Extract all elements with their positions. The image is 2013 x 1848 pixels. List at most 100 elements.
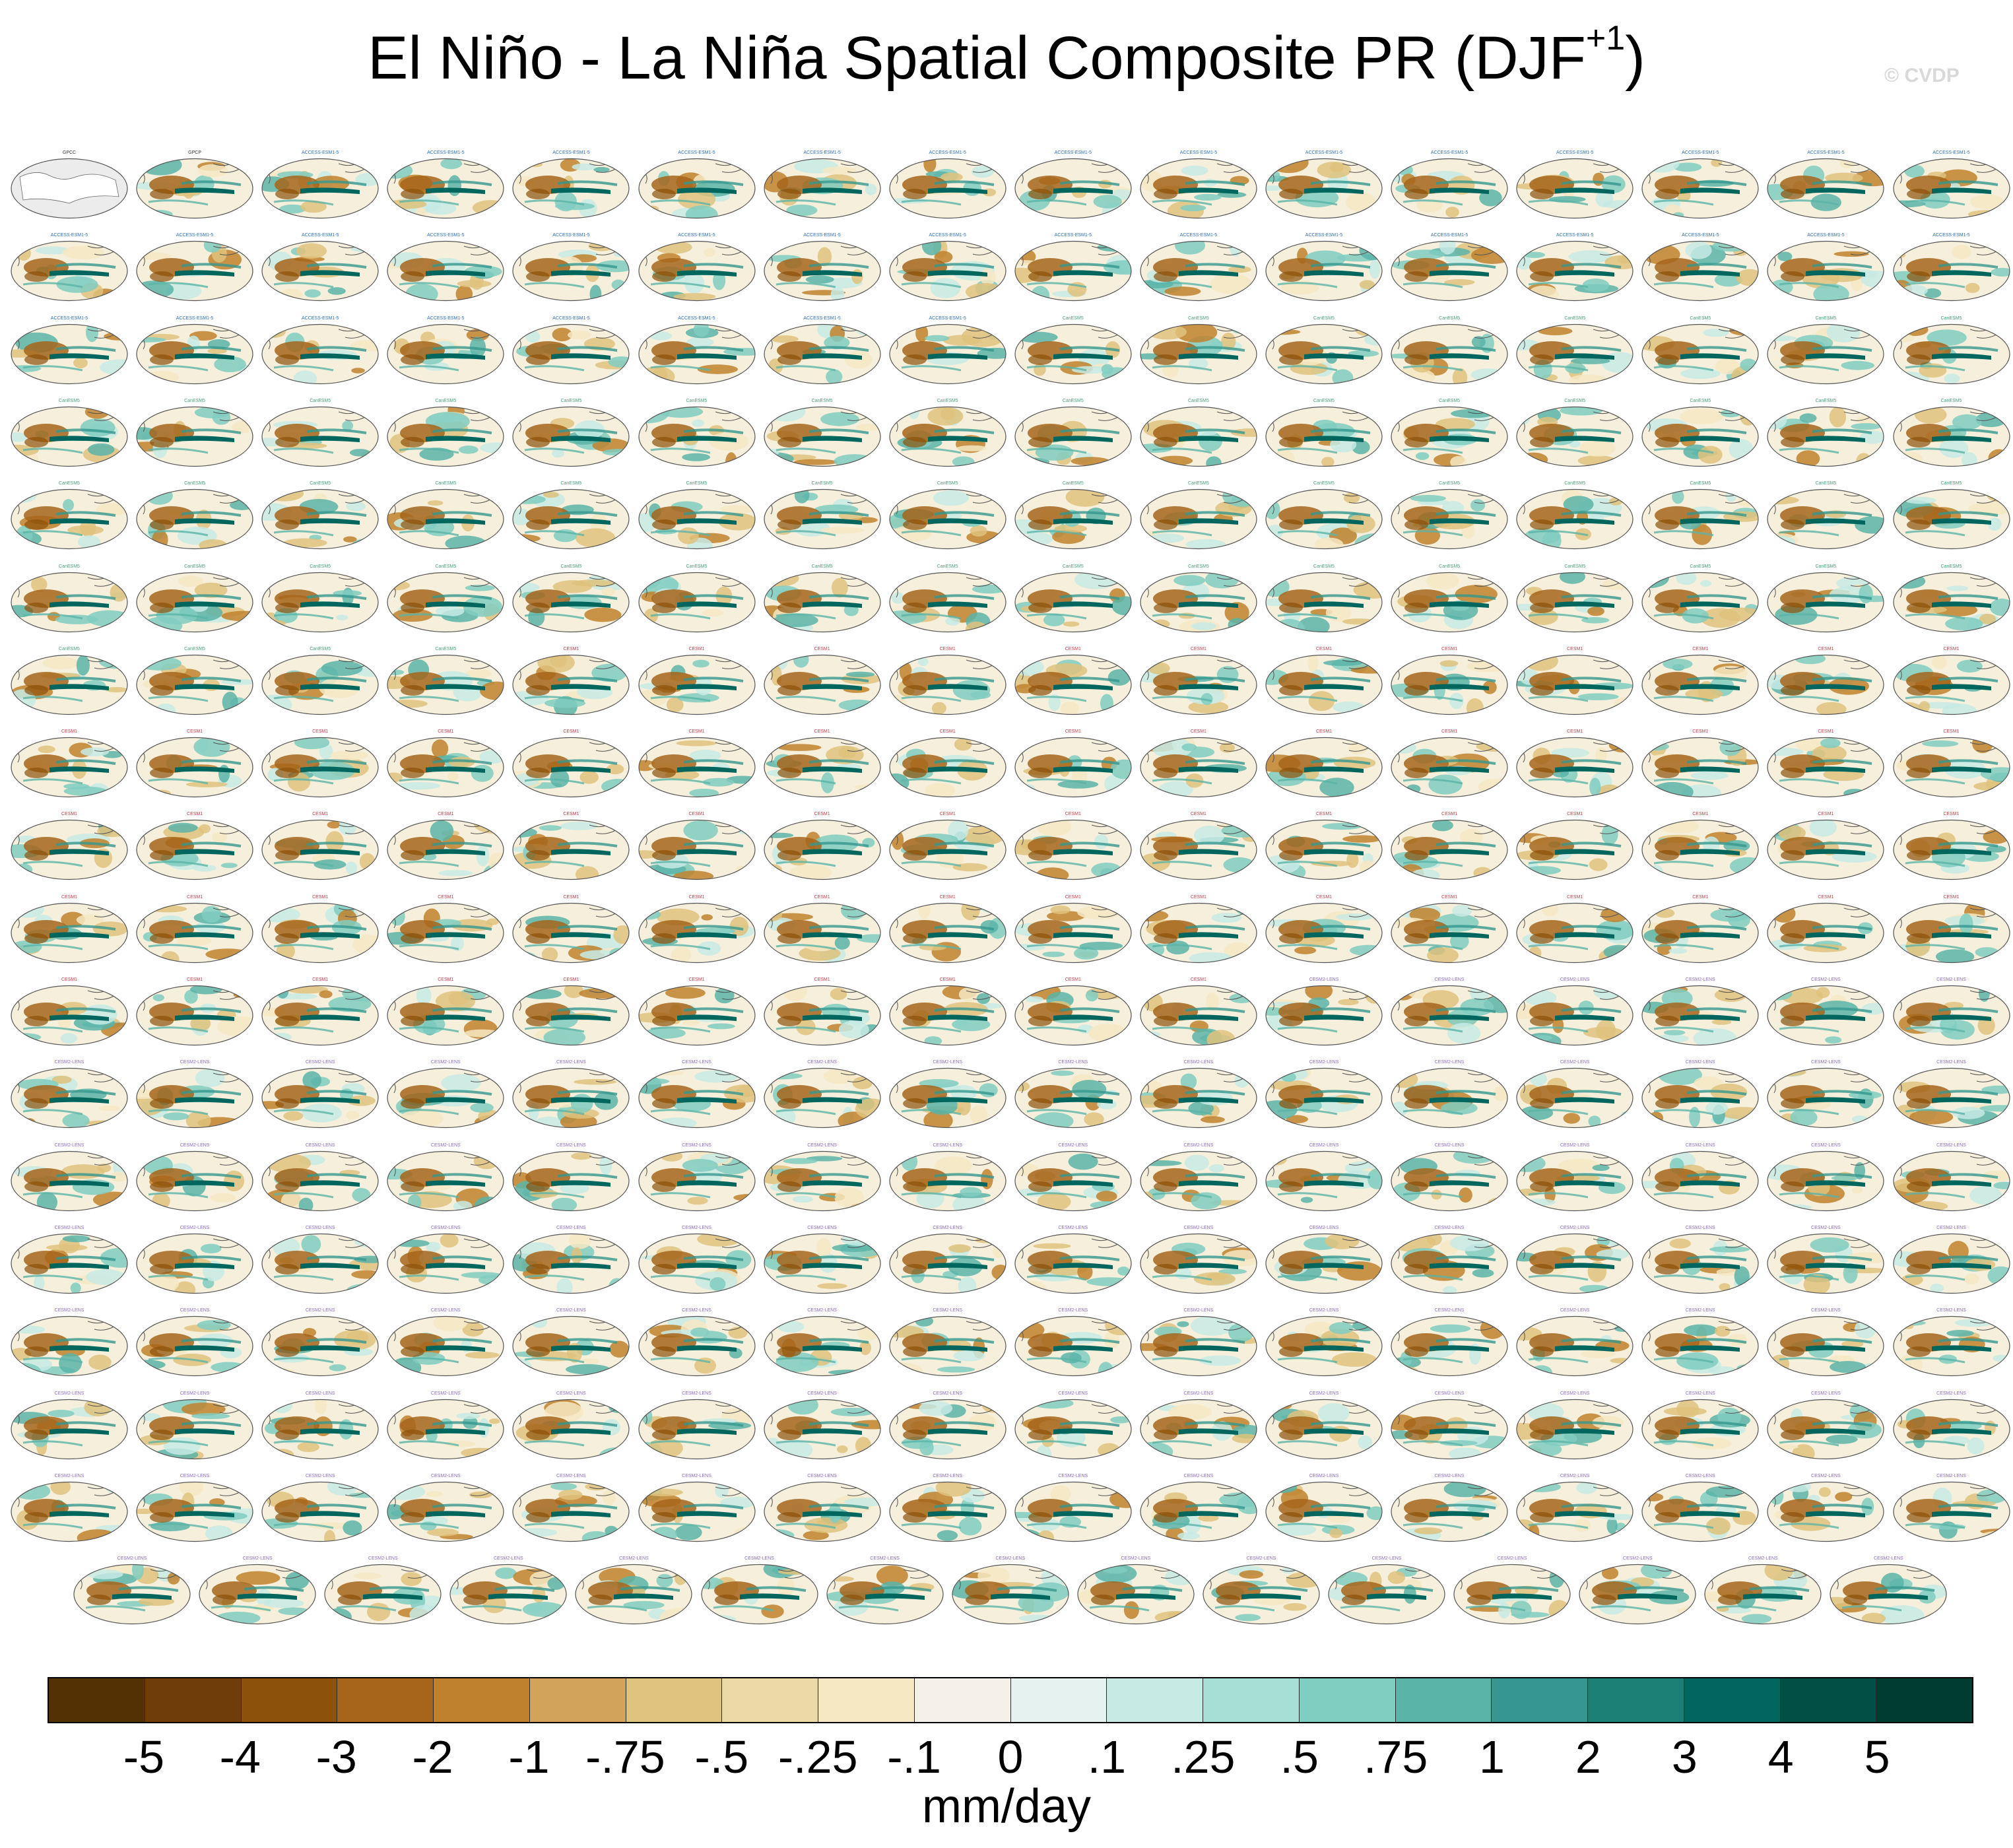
map-panel <box>11 406 128 467</box>
map-panel <box>638 572 756 632</box>
map-panel <box>512 654 630 715</box>
map-panel <box>73 1564 191 1625</box>
colorbar-tick-label: 1 <box>1479 1731 1505 1783</box>
map-panel <box>387 654 504 715</box>
colorbar-segment <box>49 1678 145 1722</box>
map-panel <box>1140 737 1257 798</box>
map-panel <box>1516 902 1634 963</box>
panel-label: CESM1 <box>1190 812 1206 817</box>
map-panel <box>1140 406 1257 467</box>
map-panel <box>1892 1068 2010 1129</box>
panel-label: ACCESS-ESM1-5 <box>929 233 966 238</box>
map-panel <box>1516 1481 1634 1542</box>
panel-label: CESM1 <box>1441 729 1458 735</box>
panel-label: CESM2-LENS <box>744 1556 774 1562</box>
map-panel <box>512 489 630 550</box>
panel-label: CanESM5 <box>59 564 80 569</box>
panel-label: CESM2-LENS <box>1183 1060 1214 1065</box>
panel-label: CanESM5 <box>1313 315 1335 321</box>
panel-label: CESM1 <box>814 812 830 817</box>
panel-label: CESM1 <box>688 646 705 651</box>
panel-label: CESM2-LENS <box>933 1308 963 1313</box>
map-panel <box>1892 737 2010 798</box>
colorbar <box>48 1677 1973 1723</box>
panel-label: ACCESS-ESM1-5 <box>678 150 715 155</box>
panel-label: CanESM5 <box>686 481 708 486</box>
panel-label: CESM2-LENS <box>368 1556 398 1562</box>
panel-label: CESM2-LENS <box>556 1225 586 1230</box>
map-panel <box>638 985 756 1046</box>
panel-label: CESM2-LENS <box>1936 1225 1966 1230</box>
panel-label: CESM2-LENS <box>180 1391 210 1396</box>
map-panel <box>889 1399 1006 1459</box>
panel-label: CanESM5 <box>184 646 206 651</box>
map-panel <box>763 654 881 715</box>
map-panel <box>512 1481 630 1542</box>
panel-label: CESM1 <box>187 894 203 900</box>
panel-label: CESM2-LENS <box>1811 1308 1841 1313</box>
panel-label: CESM2-LENS <box>1622 1556 1653 1562</box>
map-panel <box>387 489 504 550</box>
panel-label: CESM1 <box>1567 646 1583 651</box>
panel-label: CESM2-LENS <box>1936 1391 1966 1396</box>
panel-label: CESM2-LENS <box>682 1473 711 1478</box>
panel-label: ACCESS-ESM1-5 <box>1430 233 1468 238</box>
map-panel <box>387 158 504 219</box>
colorbar-tick-label: -4 <box>219 1731 261 1783</box>
map-panel <box>261 241 379 302</box>
panel-label: CESM2-LENS <box>54 1225 84 1230</box>
panel-label: GPCP <box>188 150 202 155</box>
map-panel <box>1265 489 1383 550</box>
panel-label: CESM2-LENS <box>54 1391 84 1396</box>
map-panel <box>11 323 128 384</box>
panel-label: CanESM5 <box>1313 398 1335 403</box>
map-panel <box>1391 1399 1508 1459</box>
panel-label: CESM2-LENS <box>682 1391 711 1396</box>
panel-label: CESM2-LENS <box>933 1060 963 1065</box>
map-panel <box>1892 1233 2010 1294</box>
map-panel <box>1391 241 1508 302</box>
map-panel <box>11 654 128 715</box>
map-panel <box>1892 654 2010 715</box>
panel-label: CanESM5 <box>1439 398 1461 403</box>
map-panel <box>1892 1316 2010 1377</box>
map-panel <box>1641 1399 1759 1459</box>
map-panel <box>1892 572 2010 632</box>
map-panel <box>763 1233 881 1294</box>
map-panel <box>1265 158 1383 219</box>
panel-label: ACCESS-ESM1-5 <box>1932 150 1970 155</box>
map-panel <box>387 241 504 302</box>
map-panel <box>11 902 128 963</box>
map-panel <box>1892 902 2010 963</box>
colorbar-segment <box>1299 1678 1396 1722</box>
map-panel <box>1265 902 1383 963</box>
panel-label: CESM2-LENS <box>54 1142 84 1148</box>
map-panel <box>1014 489 1132 550</box>
panel-label: CanESM5 <box>1815 398 1837 403</box>
map-panel <box>136 572 253 632</box>
panel-label: CESM2-LENS <box>1560 1391 1590 1396</box>
panel-label: CESM2-LENS <box>682 1308 711 1313</box>
panel-label: CESM2-LENS <box>1309 977 1339 982</box>
map-panel <box>1140 1233 1257 1294</box>
panel-label: CESM2-LENS <box>1309 1391 1339 1396</box>
map-panel <box>1140 1068 1257 1129</box>
panel-label: CESM2-LENS <box>430 1225 461 1230</box>
colorbar-tick-label: -.75 <box>585 1731 665 1783</box>
map-panel <box>261 985 379 1046</box>
panel-label: CanESM5 <box>811 564 833 569</box>
panel-label: CESM2-LENS <box>1371 1556 1402 1562</box>
map-panel <box>889 1233 1006 1294</box>
panel-label: CESM1 <box>312 812 329 817</box>
map-panel <box>449 1564 567 1625</box>
panel-label: ACCESS-ESM1-5 <box>1054 150 1092 155</box>
panel-label: CESM1 <box>1441 646 1458 651</box>
panel-label: CESM1 <box>1065 812 1081 817</box>
map-panel <box>387 1150 504 1211</box>
panel-label: ACCESS-ESM1-5 <box>678 233 715 238</box>
colorbar-tick-label: -1 <box>508 1731 550 1783</box>
panel-label: CESM1 <box>61 977 78 982</box>
map-panel <box>1265 323 1383 384</box>
panel-label: CanESM5 <box>937 564 958 569</box>
map-panel <box>1516 572 1634 632</box>
